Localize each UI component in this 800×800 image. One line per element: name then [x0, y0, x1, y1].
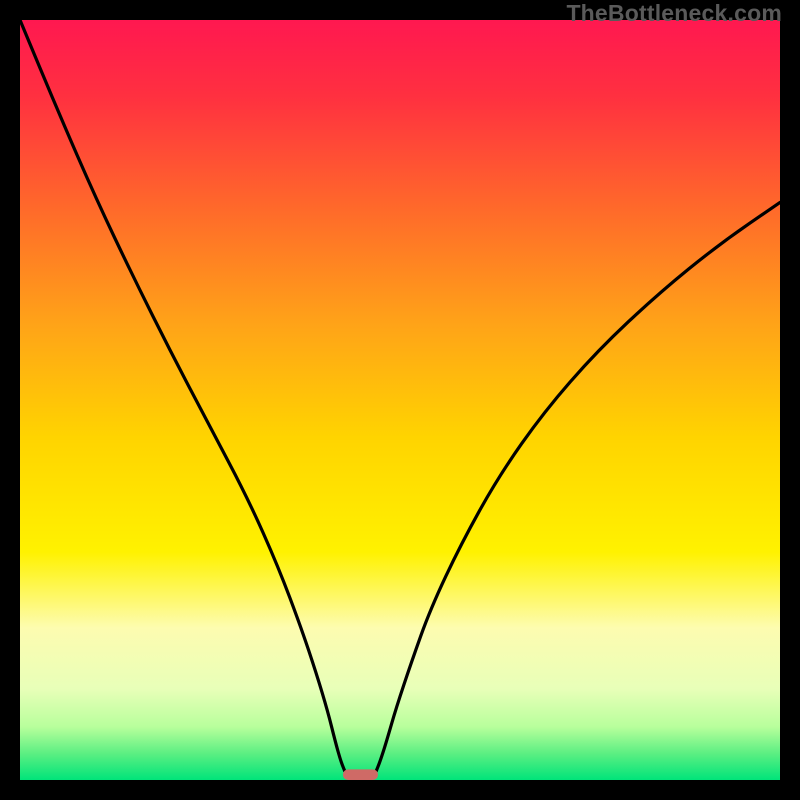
plot-background [20, 20, 780, 780]
chart-frame: TheBottleneck.com [0, 0, 800, 800]
watermark-text: TheBottleneck.com [566, 0, 782, 27]
bottleneck-curve-chart [0, 0, 800, 800]
optimal-point-marker [343, 769, 378, 780]
